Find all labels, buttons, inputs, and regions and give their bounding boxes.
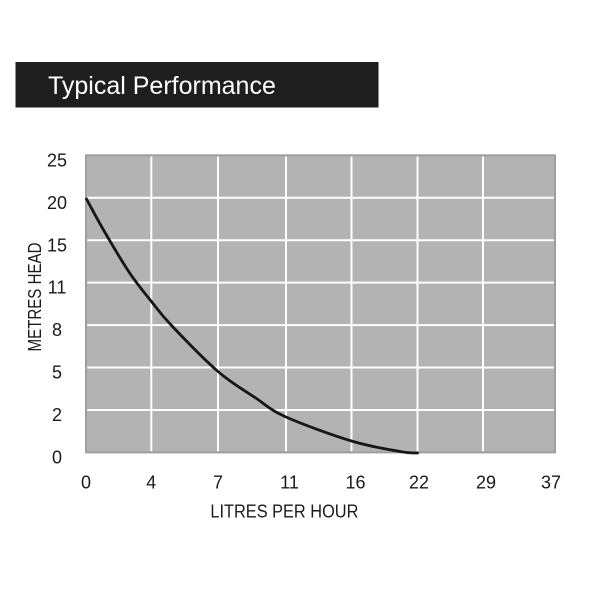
svg-text:LITRES PER HOUR: LITRES PER HOUR — [210, 502, 358, 522]
svg-text:7: 7 — [213, 473, 223, 493]
svg-text:2: 2 — [52, 405, 62, 425]
svg-text:METRES HEAD: METRES HEAD — [25, 243, 45, 352]
svg-text:37: 37 — [541, 473, 561, 493]
svg-text:22: 22 — [409, 473, 429, 493]
svg-text:4: 4 — [146, 473, 156, 493]
svg-text:11: 11 — [280, 473, 299, 493]
svg-text:0: 0 — [81, 473, 91, 493]
svg-text:25: 25 — [47, 150, 67, 170]
svg-text:16: 16 — [345, 473, 365, 493]
svg-text:29: 29 — [476, 473, 496, 493]
svg-text:0: 0 — [52, 448, 62, 468]
svg-text:20: 20 — [47, 193, 67, 213]
svg-text:8: 8 — [52, 320, 62, 340]
svg-text:15: 15 — [47, 235, 67, 255]
svg-text:11: 11 — [48, 278, 67, 298]
svg-text:5: 5 — [52, 363, 62, 383]
svg-text:Typical Performance: Typical Performance — [48, 72, 276, 100]
